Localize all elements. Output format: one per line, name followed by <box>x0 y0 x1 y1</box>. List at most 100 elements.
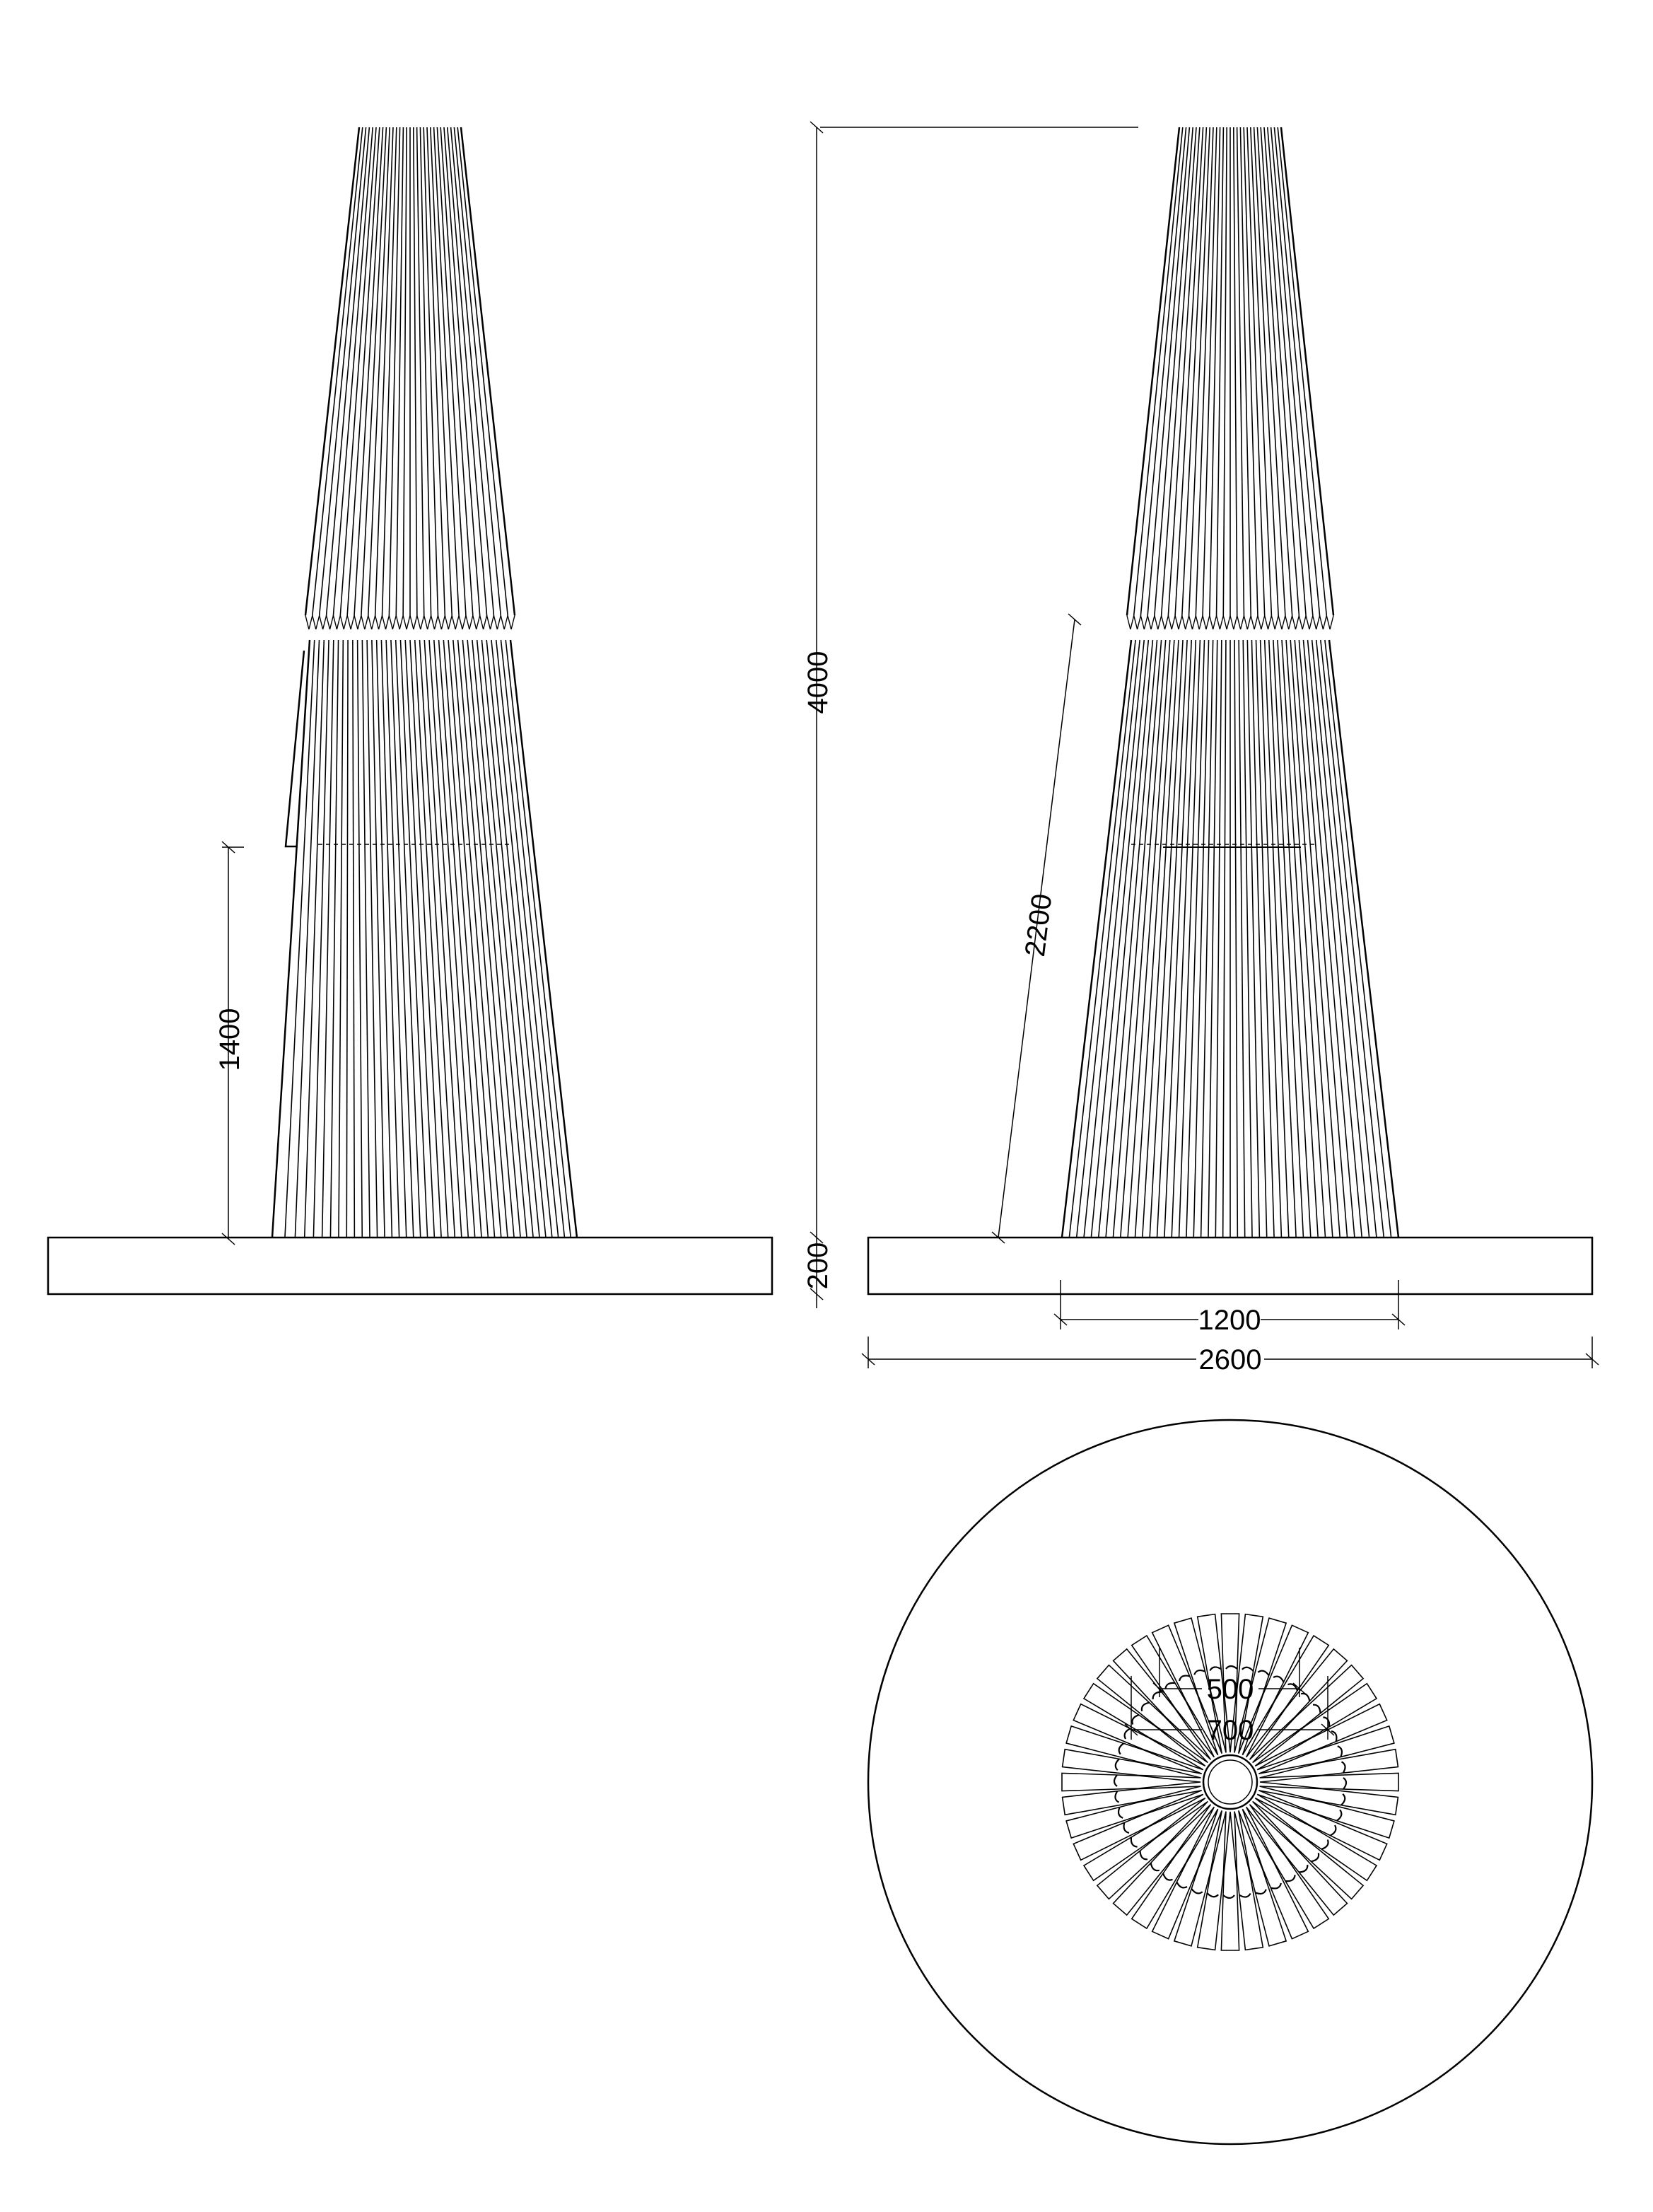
pleat-joint <box>479 615 484 630</box>
pleat-line <box>1280 127 1335 616</box>
pleat-line <box>1164 639 1193 1238</box>
pleat-line <box>332 127 373 616</box>
pleat-line <box>1277 639 1312 1238</box>
pleat-line <box>1253 127 1279 616</box>
pleat-joint <box>451 615 456 630</box>
pleat-joint <box>1188 615 1193 630</box>
pleat-line <box>491 639 553 1238</box>
pleat-line <box>1320 639 1385 1238</box>
pleat-joint <box>1326 615 1331 630</box>
pleat-line <box>339 127 377 616</box>
pleat-line <box>505 639 572 1238</box>
pleat-joint <box>308 615 313 630</box>
pleat-joint <box>503 615 508 630</box>
pleat-line <box>419 127 432 616</box>
plan-fin-hook <box>1139 1851 1148 1861</box>
pleat-joint <box>318 615 324 630</box>
plan-fin-hook <box>1239 1892 1251 1898</box>
pleat-line <box>294 639 320 1238</box>
pleat-joint <box>476 615 481 630</box>
pleat-joint <box>385 615 390 630</box>
pleat-joint <box>1285 615 1290 630</box>
pleat-line <box>467 639 521 1238</box>
plan-fin-hook <box>1179 1675 1190 1682</box>
plan-fin-hook <box>1285 1875 1296 1882</box>
plan-fin <box>1131 1634 1215 1758</box>
pleat-line <box>440 127 474 616</box>
plan-fin <box>1061 1786 1201 1816</box>
pleat-line <box>1178 639 1201 1238</box>
plan-fin <box>1238 1617 1287 1754</box>
plan-fin-hook <box>1162 1873 1173 1881</box>
dimension-label-500: 500 <box>1207 1674 1254 1705</box>
plan-fin <box>1112 1804 1212 1916</box>
plan-fin <box>1252 1664 1365 1764</box>
plan-fin <box>1073 1703 1204 1771</box>
pleat-joint <box>402 615 407 630</box>
plan-fin <box>1259 1772 1399 1792</box>
pleat-joint <box>1136 615 1142 630</box>
plan-fin-hook <box>1131 1714 1140 1725</box>
pleat-joint <box>339 615 344 630</box>
pleat-joint <box>336 615 341 630</box>
plan-fin <box>1249 1804 1348 1916</box>
pleat-joint <box>1281 615 1286 630</box>
plan-fin <box>1220 1811 1240 1951</box>
pleat-joint <box>1309 615 1314 630</box>
dimension-label-2200: 2200 <box>1020 892 1058 959</box>
pleat-joint <box>1246 615 1252 630</box>
pleat-line <box>1328 639 1400 1238</box>
pleat-line <box>1251 639 1268 1238</box>
right-base-slab <box>867 1236 1594 1296</box>
pleat-line <box>371 639 385 1238</box>
pleat-joint <box>1305 615 1310 630</box>
pleat-line <box>438 639 482 1238</box>
pleat-joint <box>1288 615 1293 630</box>
pleat-joint <box>343 615 348 630</box>
pleat-line <box>1134 639 1175 1238</box>
pleat-joint <box>1239 615 1245 630</box>
plan-fin-hook <box>1176 1881 1188 1889</box>
pleat-joint <box>430 615 436 630</box>
pleat-line <box>1171 639 1197 1238</box>
pleat-joint <box>378 615 383 630</box>
pleat-line <box>1097 639 1154 1238</box>
pleat-joint <box>1295 615 1300 630</box>
pleat-joint <box>1212 615 1217 630</box>
plan-fin <box>1096 1800 1208 1900</box>
pleat-line <box>1234 639 1239 1238</box>
pleat-line <box>1142 639 1179 1238</box>
pleat-line <box>1277 127 1328 616</box>
right-upper-pleats <box>1126 127 1335 630</box>
pleat-joint <box>426 615 432 630</box>
left-lower-pleats <box>271 639 578 1238</box>
plan-fin-hook <box>1299 1864 1309 1873</box>
pleat-line <box>361 127 387 616</box>
pleat-joint <box>448 615 452 630</box>
pleat-joint <box>1126 615 1131 630</box>
pleat-joint <box>496 615 502 630</box>
pleat-line <box>476 639 534 1238</box>
plan-fin <box>1073 1793 1204 1861</box>
pleat-line <box>1259 639 1283 1238</box>
plan-fin-hook <box>1287 1683 1298 1692</box>
pleat-joint <box>1222 615 1227 630</box>
pleat-joint <box>462 615 467 630</box>
plan-fin-hook <box>1257 1670 1270 1676</box>
pleat-joint <box>329 615 334 630</box>
pleat-line <box>1238 639 1246 1238</box>
pleat-line <box>460 127 516 616</box>
pleat-joint <box>357 615 362 630</box>
pleat-joint <box>1274 615 1279 630</box>
plan-fin-hook <box>1336 1809 1343 1822</box>
pleat-line <box>1167 127 1201 616</box>
pleat-line <box>1200 639 1214 1238</box>
pleat-line <box>304 127 361 616</box>
pleat-line <box>1208 639 1218 1238</box>
pleat-line <box>1273 639 1304 1238</box>
pleat-line <box>1105 639 1158 1238</box>
pleat-line <box>1236 127 1245 616</box>
pleat-joint <box>325 615 331 630</box>
pleat-line <box>1133 127 1184 616</box>
